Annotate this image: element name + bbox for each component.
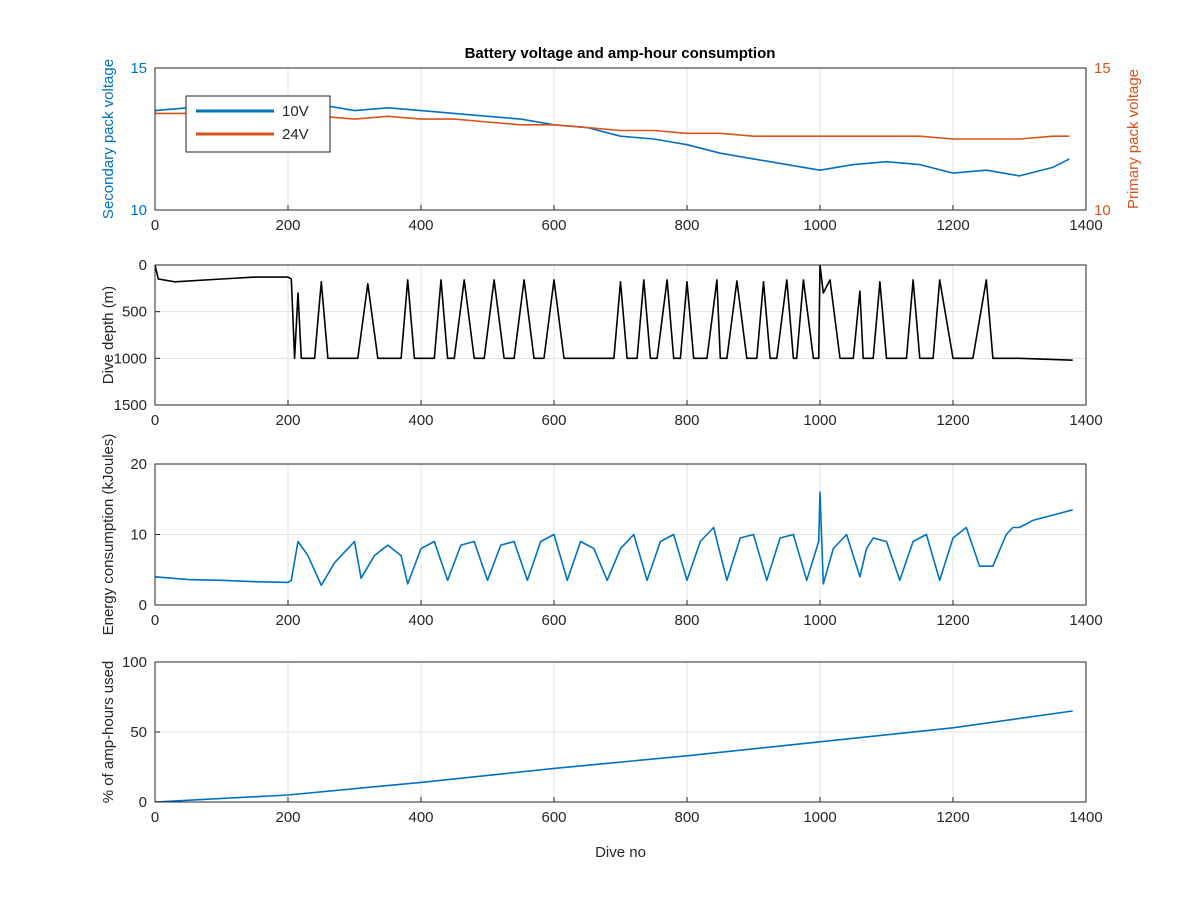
x-tick-label: 1400 — [1069, 217, 1102, 234]
x-tick-label: 1000 — [803, 217, 836, 234]
x-tick-label: 200 — [275, 217, 300, 234]
panel-depth: 0 200 400 600 800 1000 1200 1400 0 500 1000 1500 Div… — [100, 257, 1103, 429]
y-tick-label: 100 — [122, 654, 147, 671]
x-tick-label: 1000 — [803, 612, 836, 629]
y-tick-label: 0 — [139, 257, 147, 274]
x-tick-label: 0 — [151, 612, 159, 629]
figure-title: Battery voltage and amp-hour consumption — [465, 45, 776, 62]
y-right-axis-label: Primary pack voltage — [1125, 69, 1142, 209]
axes-box — [154, 67, 1087, 211]
panel-voltage: 0 200 400 600 800 1000 1200 140010151015Seconda… — [100, 59, 1142, 234]
series-line-amphours — [155, 710, 1073, 802]
x-tick-label: 600 — [541, 412, 566, 429]
x-tick-label: 800 — [674, 412, 699, 429]
x-tick-label: 600 — [541, 809, 566, 826]
x-tick-label: 1000 — [803, 412, 836, 429]
y-axis-label: Dive depth (m) — [100, 286, 117, 384]
y-tick-label: 1500 — [114, 397, 147, 414]
x-tick-label: 1400 — [1069, 809, 1102, 826]
x-tick-label: 400 — [408, 217, 433, 234]
y-right-tick-label: 10 — [1094, 202, 1111, 219]
x-tick-label: 1200 — [936, 217, 969, 234]
x-tick-label: 1400 — [1069, 612, 1102, 629]
x-tick-label: 200 — [275, 412, 300, 429]
x-axis-label: Dive no — [595, 844, 646, 861]
y-tick-label: 0 — [139, 794, 147, 811]
x-tick-label: 400 — [408, 612, 433, 629]
x-tick-label: 600 — [541, 217, 566, 234]
x-tick-label: 400 — [408, 412, 433, 429]
x-tick-label: 600 — [541, 612, 566, 629]
y-tick-label: 500 — [122, 304, 147, 321]
axes-box — [154, 264, 1087, 406]
legend-box — [185, 95, 331, 153]
panel-amphours: 0 200 400 600 800 1000 1200 1400 0 50 100 % of amp-… — [100, 654, 1103, 861]
x-tick-label: 800 — [674, 809, 699, 826]
x-tick-label: 1200 — [936, 809, 969, 826]
x-tick-label: 0 — [151, 412, 159, 429]
x-tick-label: 0 — [151, 809, 159, 826]
y-tick-label: 10 — [130, 527, 147, 544]
y-tick-label: 1000 — [114, 350, 147, 367]
y-axis-label: Energy consumption (kJoules) — [100, 434, 117, 636]
x-tick-label: 200 — [275, 612, 300, 629]
y-tick-label: 20 — [130, 456, 147, 473]
panel-energy: 0 200 400 600 800 1000 1200 1400 0 10 20 Energy con… — [100, 434, 1103, 636]
x-tick-label: 200 — [275, 809, 300, 826]
x-tick-label: 0 — [151, 217, 159, 234]
y-axis-label: Secondary pack voltage — [100, 59, 117, 219]
y-tick-label: 10 — [130, 202, 147, 219]
series-line-energy — [155, 491, 1073, 587]
x-tick-label: 1000 — [803, 809, 836, 826]
x-tick-label: 800 — [674, 612, 699, 629]
y-tick-label: 15 — [130, 60, 147, 77]
y-axis-label: % of amp-hours used — [100, 661, 117, 804]
chart-panels: 0 200 400 600 800 1000 1200 140010151015Seconda… — [100, 59, 1142, 861]
x-tick-label: 1400 — [1069, 412, 1102, 429]
x-tick-label: 400 — [408, 809, 433, 826]
y-tick-label: 50 — [130, 724, 147, 741]
y-tick-label: 0 — [139, 597, 147, 614]
x-tick-label: 1200 — [936, 412, 969, 429]
series-line-depth — [155, 265, 1073, 361]
x-tick-label: 1200 — [936, 612, 969, 629]
y-right-tick-label: 15 — [1094, 60, 1111, 77]
x-tick-label: 800 — [674, 217, 699, 234]
legend-label: 24V — [282, 126, 309, 143]
legend-label: 10V — [282, 103, 309, 120]
